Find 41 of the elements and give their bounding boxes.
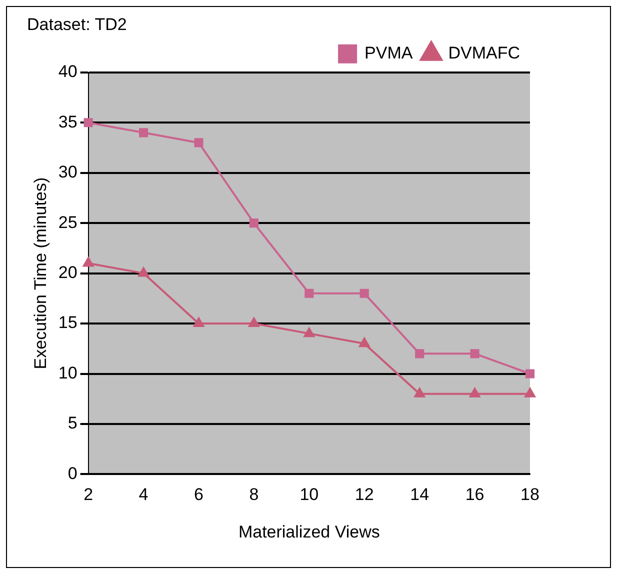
x-tick-label: 8 — [249, 485, 259, 504]
x-tick-label: 18 — [520, 485, 540, 504]
point — [193, 318, 204, 328]
point — [304, 288, 314, 298]
point — [84, 118, 93, 128]
y-tick-label: 30 — [58, 162, 78, 182]
point — [138, 128, 148, 138]
x-tick-label: 2 — [84, 485, 94, 504]
point — [415, 349, 424, 358]
point — [248, 318, 260, 328]
point — [524, 388, 536, 398]
legend-label: PVMA — [364, 44, 414, 63]
point — [469, 388, 480, 398]
point — [249, 218, 258, 228]
x-tick-label: 16 — [465, 485, 484, 504]
x-axis-title: Materialized Views — [238, 522, 380, 542]
y-tick-label: 5 — [68, 414, 78, 433]
chart-title: Dataset: TD2 — [27, 14, 127, 34]
point — [194, 138, 204, 148]
point — [304, 328, 314, 338]
point — [470, 349, 480, 358]
y-tick-label: 40 — [58, 62, 78, 82]
point — [360, 288, 369, 298]
point — [414, 388, 425, 398]
x-tick-label: 10 — [300, 485, 319, 504]
point — [359, 338, 370, 348]
legend-label: DVMAFC — [448, 44, 520, 63]
x-tick-label: 12 — [354, 485, 374, 504]
x-tick-label: 6 — [194, 485, 204, 504]
x-tick-label: 4 — [138, 485, 148, 504]
y-tick-label: 20 — [58, 262, 78, 282]
y-tick-label: 10 — [58, 363, 78, 382]
point — [82, 257, 94, 267]
point — [525, 369, 535, 378]
y-tick-label: 25 — [58, 212, 78, 232]
y-tick-label: 0 — [68, 464, 78, 483]
y-tick-label: 15 — [58, 313, 78, 332]
y-axis-title: Execution Time (minutes) — [30, 177, 50, 370]
x-tick-label: 14 — [410, 485, 430, 504]
point — [138, 267, 149, 277]
y-tick-label: 35 — [58, 112, 78, 132]
